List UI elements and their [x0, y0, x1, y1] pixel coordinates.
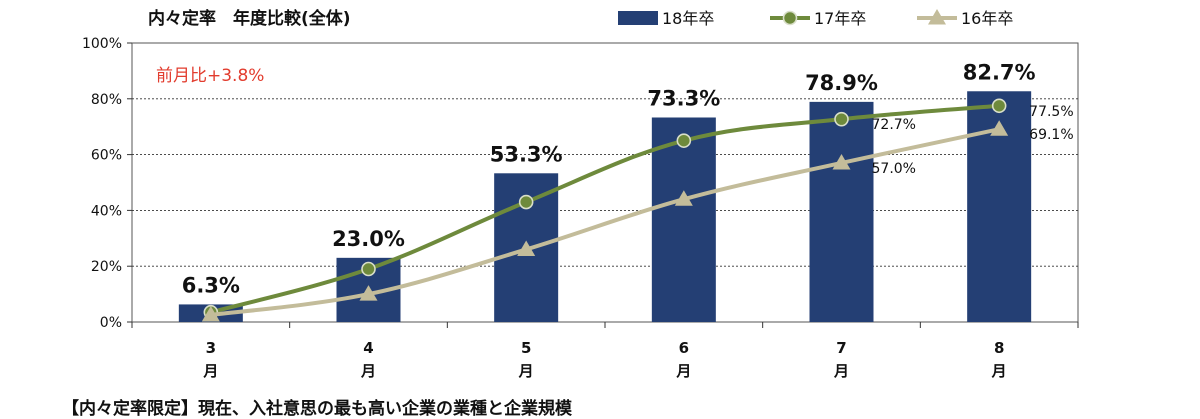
x-tick-label-number: 3 — [206, 339, 216, 357]
y-tick-label: 40% — [91, 203, 122, 219]
chart: 内々定率 年度比較(全体) 18年卒 17年卒 16年卒 0%20%40%60%80… — [82, 8, 1079, 380]
y-tick-label: 0% — [100, 315, 122, 331]
lines — [201, 98, 1009, 322]
x-axis: 3 月 4 月 5 月 6 月 7 月 8 月 — [131, 322, 1079, 380]
bar-value-label: 53.3% — [490, 142, 563, 166]
series-line — [210, 127, 1000, 318]
gridlines — [131, 42, 1079, 323]
month-change-annotation: 前月比+3.8% — [156, 66, 264, 86]
circle-marker — [676, 133, 692, 148]
legend: 18年卒 17年卒 16年卒 — [618, 9, 1013, 28]
legend-label: 17年卒 — [814, 9, 866, 28]
x-tick-label-unit: 月 — [991, 362, 1007, 380]
legend-label: 16年卒 — [961, 9, 1013, 28]
line-value-label: 57.0% — [872, 161, 916, 177]
triangle-marker — [517, 240, 536, 256]
y-tick-label: 60% — [91, 148, 122, 164]
bar — [809, 101, 874, 322]
x-tick-label-unit: 月 — [675, 362, 691, 380]
triangle-marker — [990, 120, 1009, 136]
x-tick-label-number: 6 — [679, 339, 689, 357]
x-tick-label-unit: 月 — [360, 362, 376, 380]
legend-label: 18年卒 — [662, 9, 714, 28]
line-value-label: 72.7% — [872, 117, 916, 133]
circle-marker — [991, 98, 1007, 114]
bar-value-label: 78.9% — [805, 71, 878, 95]
bar — [651, 117, 716, 322]
x-tick-label-number: 8 — [994, 339, 1004, 357]
triangle-marker — [359, 285, 378, 301]
y-tick-label: 100% — [82, 36, 122, 52]
x-tick-label-number: 7 — [836, 339, 846, 357]
bar-value-label: 23.0% — [332, 227, 405, 251]
series-line — [210, 103, 1000, 315]
triangle-marker — [674, 190, 693, 206]
bar-value-label: 6.3% — [182, 273, 240, 297]
y-tick-label: 80% — [91, 92, 122, 108]
x-tick-label-number: 4 — [363, 339, 373, 357]
x-tick-label-unit: 月 — [833, 362, 849, 380]
bar-value-label: 73.3% — [647, 86, 720, 110]
triangle-marker — [201, 306, 220, 322]
x-tick-label-unit: 月 — [518, 362, 534, 380]
y-tick-label: 20% — [91, 259, 122, 275]
legend-circle-marker — [782, 10, 798, 26]
line-value-label: 69.1% — [1029, 127, 1073, 143]
circle-marker — [361, 261, 376, 277]
x-tick-label-number: 5 — [521, 339, 531, 357]
plot-border — [131, 42, 1079, 323]
legend-swatch-bar — [618, 11, 658, 25]
x-tick-label-unit: 月 — [202, 362, 218, 380]
triangle-marker — [832, 153, 851, 170]
line-value-label: 77.5% — [1029, 104, 1073, 120]
circle-marker — [518, 194, 534, 210]
y-axis: 0% 20% 40% 60% 80% 100% — [82, 36, 132, 331]
chart-title: 内々定率 年度比較(全体) — [148, 8, 351, 29]
circle-marker — [834, 111, 849, 127]
data-labels: 6.3% 23.0% 53.3% 73.3% 78.9% 82.7% 72.7% 77.5% 5… — [182, 60, 1074, 297]
legend-triangle-marker — [928, 9, 946, 25]
bar-value-label: 82.7% — [963, 60, 1036, 84]
